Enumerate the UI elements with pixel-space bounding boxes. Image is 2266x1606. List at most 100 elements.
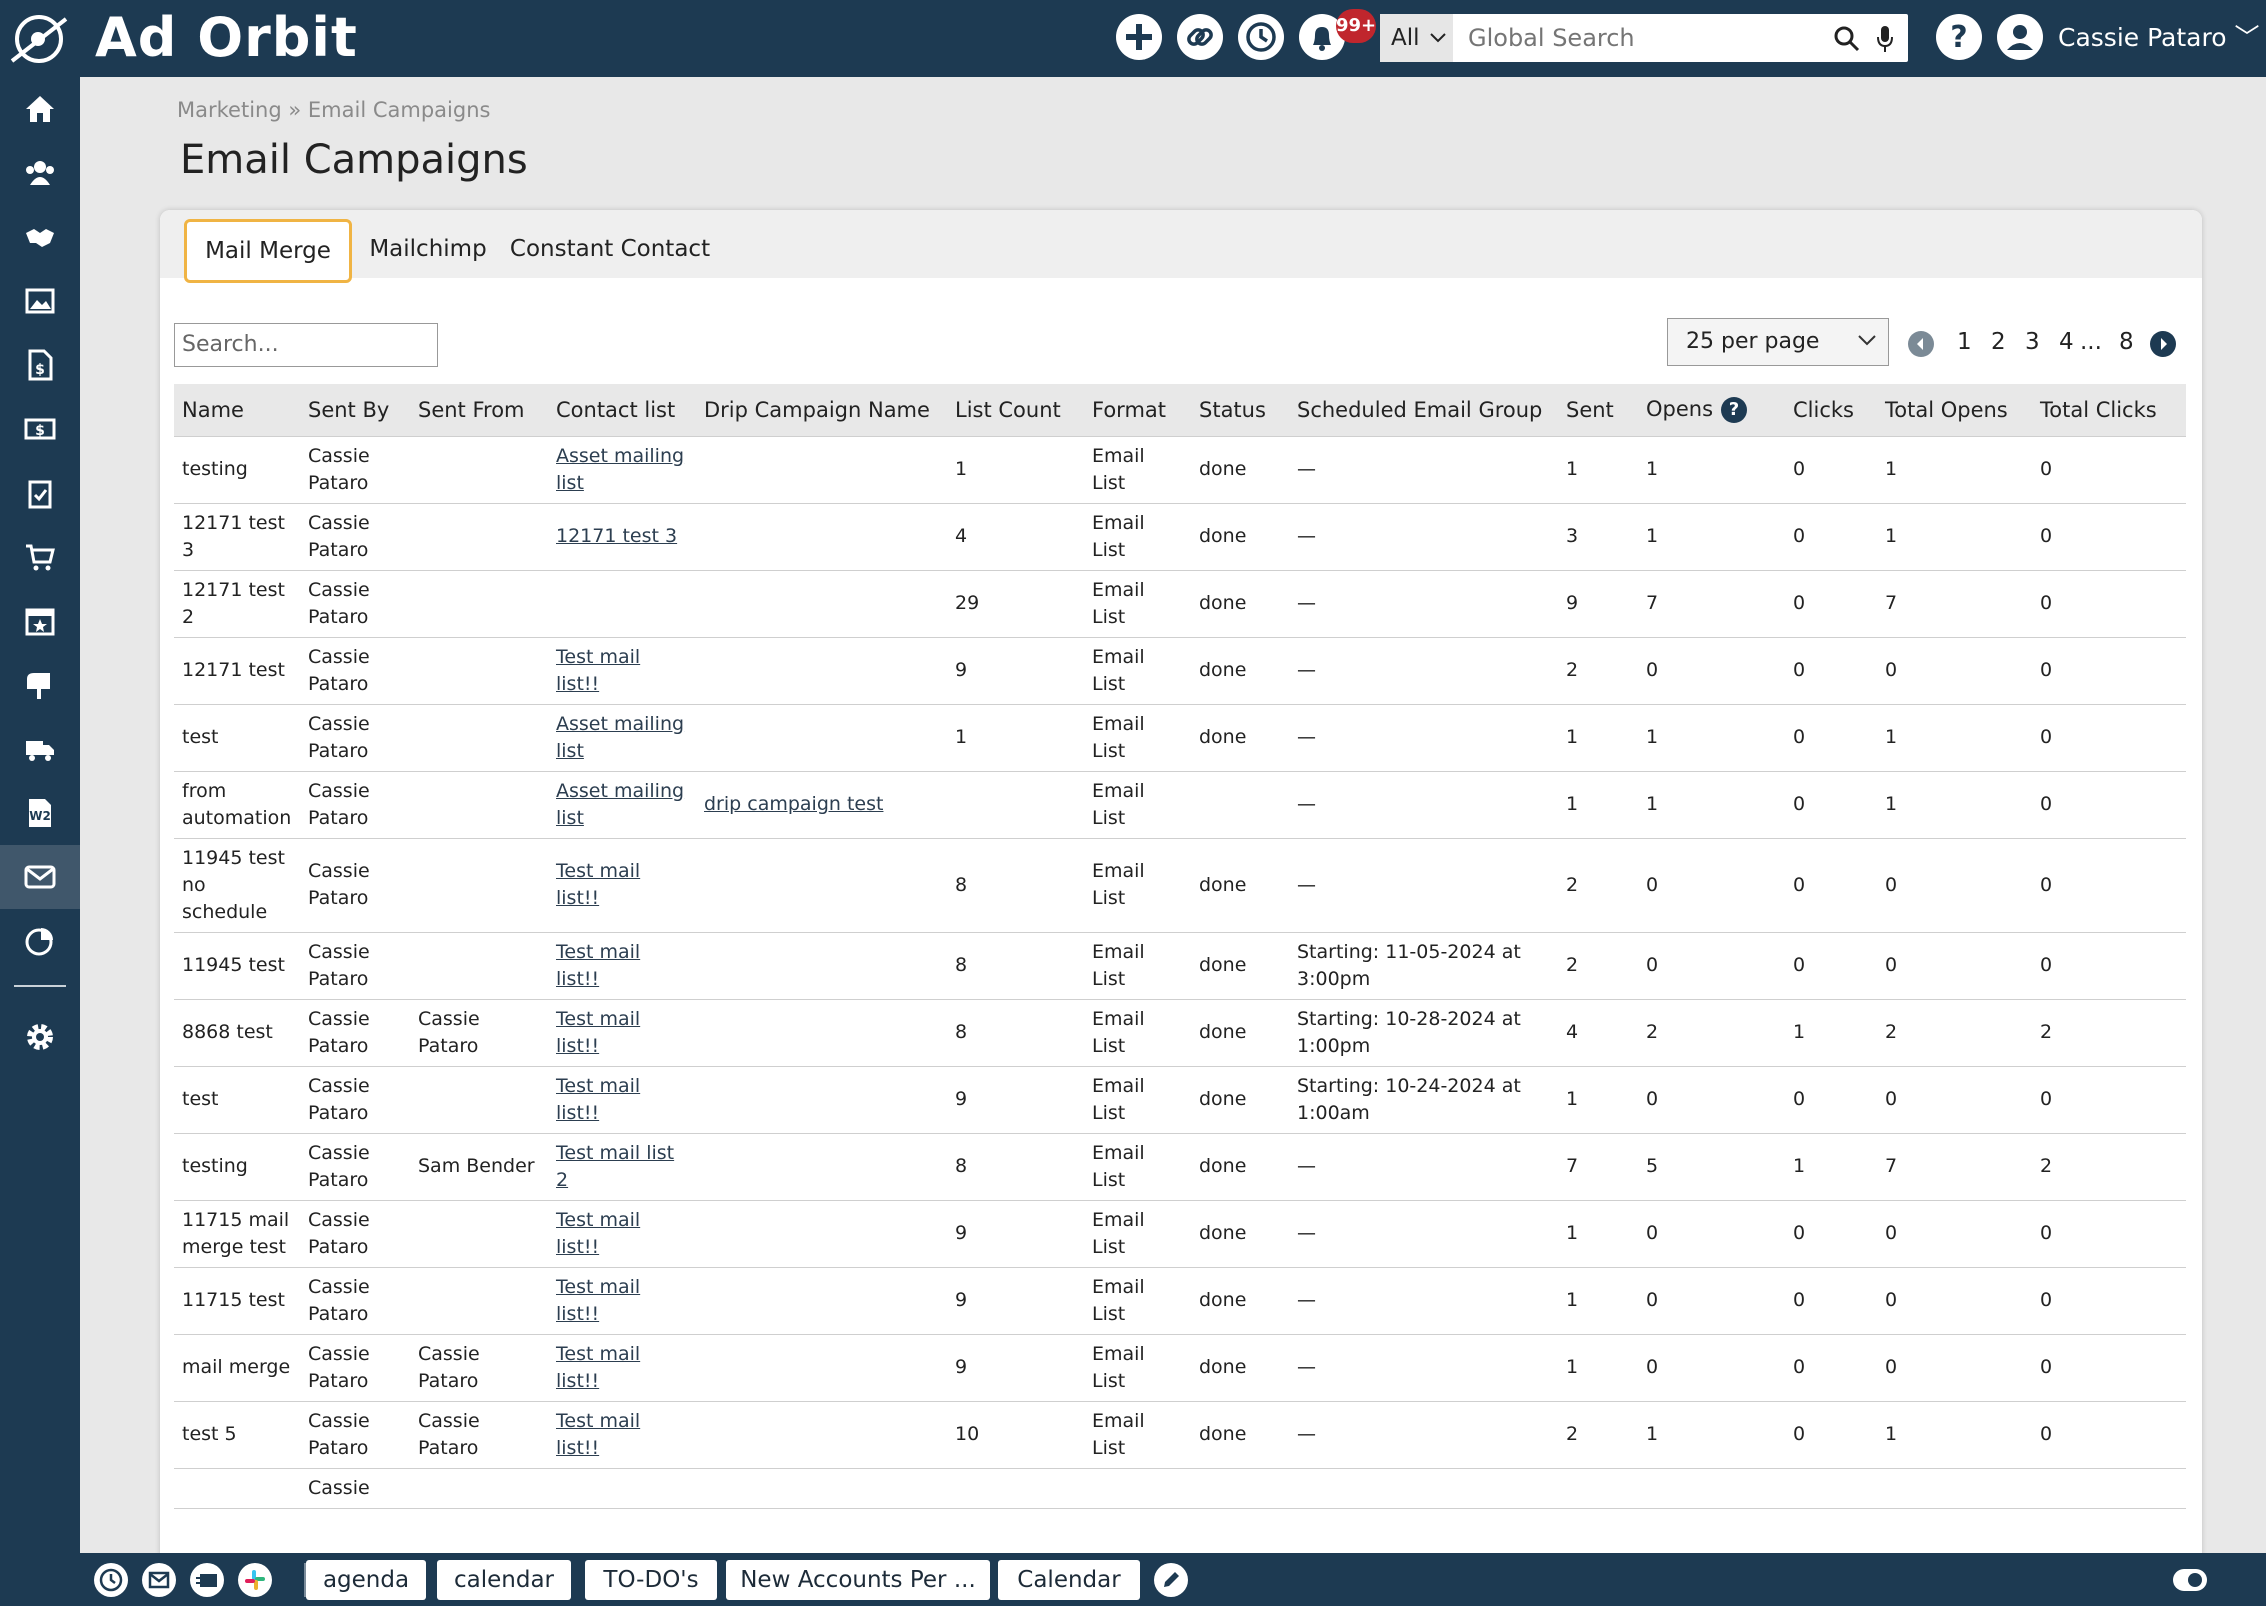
table-row[interactable]: 12171 test 2 Cassie Pataro 29 Email List don… bbox=[174, 570, 2186, 638]
notification-badge[interactable]: 99+ bbox=[1336, 9, 1376, 43]
edit-pencil-icon[interactable] bbox=[1154, 1563, 1188, 1597]
sidebar-item-email[interactable] bbox=[0, 845, 80, 909]
sidebar-item-invoices[interactable]: $ bbox=[0, 333, 80, 397]
mail-merge-icon[interactable] bbox=[190, 1563, 224, 1597]
sidebar-item-mailings[interactable] bbox=[0, 653, 80, 717]
table-row[interactable]: test Cassie Pataro Test mail list!! 9 Email … bbox=[174, 1066, 2186, 1134]
slack-icon[interactable] bbox=[238, 1563, 272, 1597]
tab-constant-contact[interactable]: Constant Contact bbox=[509, 236, 711, 262]
tab-mailchimp[interactable]: Mailchimp bbox=[369, 236, 487, 262]
sidebar-item-tasks[interactable] bbox=[0, 461, 80, 525]
table-row[interactable]: 12171 test Cassie Pataro Test mail list!! 9… bbox=[174, 637, 2186, 705]
clock-icon[interactable] bbox=[94, 1563, 128, 1597]
contact-list-link[interactable]: Test mail list!! bbox=[556, 1275, 641, 1325]
column-header[interactable]: Format bbox=[1084, 384, 1191, 437]
user-avatar-icon[interactable] bbox=[1997, 14, 2043, 60]
drip-campaign-link[interactable]: drip campaign test bbox=[704, 793, 884, 815]
contact-list-link[interactable]: Test mail list!! bbox=[556, 1208, 641, 1258]
page-link-4[interactable]: 4 bbox=[2059, 329, 2074, 355]
column-header[interactable]: Total Opens bbox=[1877, 384, 2032, 437]
column-header[interactable]: Drip Campaign Name bbox=[696, 384, 947, 437]
help-icon[interactable]: ? bbox=[1936, 14, 1982, 60]
page-link-2[interactable]: 2 bbox=[1991, 329, 2006, 355]
column-header[interactable]: Sent bbox=[1558, 384, 1638, 437]
column-header[interactable]: Contact list bbox=[548, 384, 696, 437]
column-header[interactable]: Sent By bbox=[300, 384, 410, 437]
search-icon[interactable] bbox=[1834, 26, 1860, 52]
per-page-select[interactable]: 25 per page bbox=[1667, 318, 1889, 366]
column-header[interactable]: Status bbox=[1191, 384, 1289, 437]
next-page-icon[interactable] bbox=[2150, 331, 2176, 357]
user-menu[interactable]: Cassie Pataro ﹀ bbox=[2058, 23, 2260, 52]
table-search-input[interactable]: Search... bbox=[174, 323, 438, 367]
page-link-3[interactable]: 3 bbox=[2025, 329, 2040, 355]
table-row[interactable]: Cassie bbox=[174, 1468, 2186, 1509]
sidebar-item-media[interactable] bbox=[0, 269, 80, 333]
column-header-opens[interactable]: Opens? bbox=[1638, 384, 1785, 437]
sidebar-item-distribution[interactable] bbox=[0, 717, 80, 781]
sidebar-item-sales[interactable] bbox=[0, 205, 80, 269]
table-row[interactable]: testing Cassie Pataro Asset mailing list 1 E… bbox=[174, 436, 2186, 504]
contact-list-link[interactable]: Test mail list!! bbox=[556, 1007, 641, 1057]
sidebar-item-w2[interactable]: W2 bbox=[0, 781, 80, 845]
microphone-icon[interactable] bbox=[1876, 25, 1894, 53]
sidebar-item-home[interactable] bbox=[0, 77, 80, 141]
sidebar-item-contacts[interactable] bbox=[0, 141, 80, 205]
link-icon[interactable] bbox=[1177, 14, 1223, 60]
column-header[interactable]: Name bbox=[174, 384, 300, 437]
bottom-tab-calendar-2[interactable]: Calendar bbox=[998, 1560, 1140, 1600]
sidebar-item-billing[interactable]: $ bbox=[0, 397, 80, 461]
mail-icon[interactable] bbox=[142, 1563, 176, 1597]
table-row[interactable]: 11715 mail merge test Cassie Pataro Test m… bbox=[174, 1200, 2186, 1268]
contact-list-link[interactable]: Asset mailing list bbox=[556, 779, 685, 829]
contact-list-link[interactable]: Test mail list!! bbox=[556, 1074, 641, 1124]
svg-text:?: ? bbox=[1950, 20, 1967, 55]
tab-mail-merge[interactable]: Mail Merge bbox=[184, 219, 352, 283]
contact-list-link[interactable]: Test mail list 2 bbox=[556, 1141, 675, 1191]
sidebar-item-reports[interactable] bbox=[0, 909, 80, 973]
app-logo-text[interactable]: Ad Orbit bbox=[95, 6, 358, 69]
column-header[interactable]: Sent From bbox=[410, 384, 548, 437]
help-question-icon[interactable]: ? bbox=[1721, 396, 1748, 423]
history-icon[interactable] bbox=[1238, 14, 1284, 60]
bottom-tab-calendar[interactable]: calendar bbox=[437, 1560, 571, 1600]
contact-list-link[interactable]: Asset mailing list bbox=[556, 444, 685, 494]
table-row[interactable]: from automation Cassie Pataro Asset mailin… bbox=[174, 771, 2186, 839]
prev-page-icon[interactable] bbox=[1908, 331, 1934, 357]
column-header[interactable]: List Count bbox=[947, 384, 1084, 437]
toggle-switch[interactable] bbox=[2173, 1569, 2207, 1591]
contact-list-link[interactable]: Test mail list!! bbox=[556, 940, 641, 990]
contact-list-link[interactable]: 12171 test 3 bbox=[556, 525, 678, 547]
table-row[interactable]: 11945 test Cassie Pataro Test mail list!! 8… bbox=[174, 932, 2186, 1000]
contact-list-link[interactable]: Test mail list!! bbox=[556, 860, 641, 909]
page-link-1[interactable]: 1 bbox=[1957, 329, 1972, 355]
table-row[interactable]: test 5 Cassie Pataro Cassie Pataro Test mai… bbox=[174, 1401, 2186, 1469]
cell-clicks: 0 bbox=[1785, 1267, 1877, 1335]
column-header[interactable]: Clicks bbox=[1785, 384, 1877, 437]
sidebar-item-events[interactable] bbox=[0, 589, 80, 653]
sidebar-item-settings[interactable] bbox=[0, 1005, 80, 1069]
bottom-tab-agenda[interactable]: agenda bbox=[306, 1560, 426, 1600]
sidebar-item-orders[interactable] bbox=[0, 525, 80, 589]
table-row[interactable]: mail merge Cassie Pataro Cassie Pataro Test… bbox=[174, 1334, 2186, 1402]
table-row[interactable]: test Cassie Pataro Asset mailing list 1 Emai… bbox=[174, 704, 2186, 772]
global-search-input[interactable] bbox=[1458, 14, 1828, 62]
breadcrumb-parent[interactable]: Marketing bbox=[177, 98, 282, 122]
table-row[interactable]: 11945 test no schedule Cassie Pataro Test … bbox=[174, 838, 2186, 933]
column-header[interactable]: Scheduled Email Group bbox=[1289, 384, 1558, 437]
contact-list-link[interactable]: Test mail list!! bbox=[556, 1409, 641, 1459]
add-icon[interactable] bbox=[1116, 14, 1162, 60]
contact-list-link[interactable]: Test mail list!! bbox=[556, 1342, 641, 1392]
page-link-last[interactable]: 8 bbox=[2119, 329, 2134, 355]
bottom-tab-new-accounts[interactable]: New Accounts Per ... bbox=[726, 1560, 990, 1600]
column-header[interactable]: Total Clicks bbox=[2032, 384, 2186, 437]
table-row[interactable]: 12171 test 3 Cassie Pataro 12171 test 3 4 Em… bbox=[174, 503, 2186, 571]
contact-list-link[interactable]: Test mail list!! bbox=[556, 645, 641, 695]
table-row[interactable]: 11715 test Cassie Pataro Test mail list!! 9… bbox=[174, 1267, 2186, 1335]
search-scope-select[interactable]: All bbox=[1380, 14, 1453, 62]
bottom-tab-todos[interactable]: TO-DO's bbox=[585, 1560, 717, 1600]
orbit-logo-icon[interactable] bbox=[8, 11, 70, 67]
table-row[interactable]: 8868 test Cassie Pataro Cassie Pataro Test … bbox=[174, 999, 2186, 1067]
contact-list-link[interactable]: Asset mailing list bbox=[556, 712, 685, 762]
table-row[interactable]: testing Cassie Pataro Sam Bender Test mail … bbox=[174, 1133, 2186, 1201]
